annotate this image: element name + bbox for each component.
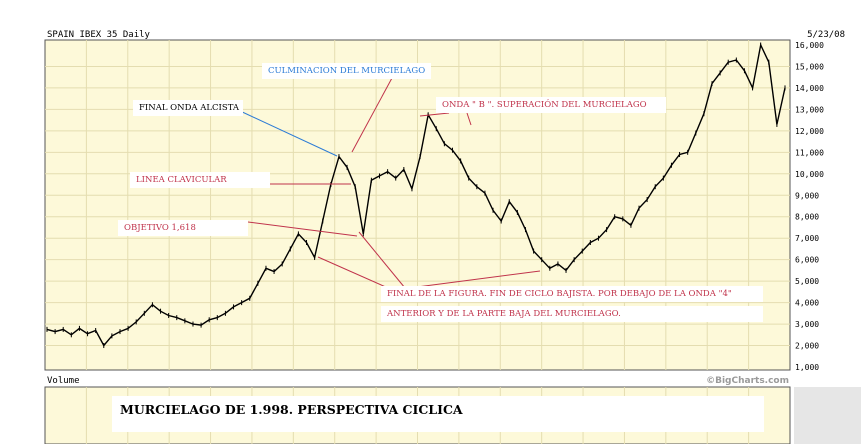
pointer-culminacion (351, 77, 393, 153)
pointer-final-figura (358, 231, 406, 289)
y-tick-label: 6,000 (795, 256, 819, 265)
pointer-final-figura (416, 270, 541, 288)
y-tick-label: 1,000 (795, 363, 819, 372)
price-line (46, 42, 786, 347)
volume-header (45, 371, 790, 385)
pointer-objetivo (239, 220, 358, 237)
y-tick-label: 3,000 (795, 320, 819, 329)
y-tick-label: 9,000 (795, 191, 819, 200)
chart-date: 5/23/08 (807, 30, 845, 40)
y-tick-label: 16,000 (795, 41, 824, 50)
y-tick-label: 8,000 (795, 213, 819, 222)
pointer-final-onda (237, 109, 338, 157)
annotation-onda-b: ONDA " B ". SUPERACIÓN DEL MURCIELAGO (436, 97, 666, 113)
volume-label: Volume (47, 376, 80, 386)
y-tick-label: 5,000 (795, 277, 819, 286)
pointer-final-figura (317, 256, 389, 289)
y-tick-label: 7,000 (795, 234, 819, 243)
y-tick-label: 14,000 (795, 84, 824, 93)
y-tick-label: 11,000 (795, 148, 824, 157)
y-tick-label: 10,000 (795, 170, 824, 179)
annotation-linea: LINEA CLAVICULAR (130, 172, 270, 188)
bottom-title: MURCIELAGO DE 1.998. PERSPECTIVA CICLICA (112, 396, 764, 432)
y-tick-label: 2,000 (795, 342, 819, 351)
pointer-onda-b (419, 112, 450, 117)
annotation-culminacion: CULMINACION DEL MURCIELAGO (262, 63, 432, 79)
pointer-onda-b (466, 112, 472, 126)
volume-side (794, 387, 861, 444)
credit-label: ©BigCharts.com (706, 376, 789, 386)
annotation-objetivo: OBJETIVO 1,618 (118, 220, 248, 236)
y-tick-label: 15,000 (795, 62, 824, 71)
annotation-final-figura: FINAL DE LA FIGURA. FIN DE CICLO BAJISTA… (381, 286, 763, 302)
y-tick-label: 4,000 (795, 299, 819, 308)
y-tick-label: 13,000 (795, 105, 824, 114)
chart-title: SPAIN IBEX 35 Daily (47, 30, 150, 40)
y-tick-label: 12,000 (795, 127, 824, 136)
annotation-anterior: ANTERIOR Y DE LA PARTE BAJA DEL MURCIELA… (381, 306, 763, 322)
annotation-final-onda: FINAL ONDA ALCISTA (133, 100, 243, 116)
